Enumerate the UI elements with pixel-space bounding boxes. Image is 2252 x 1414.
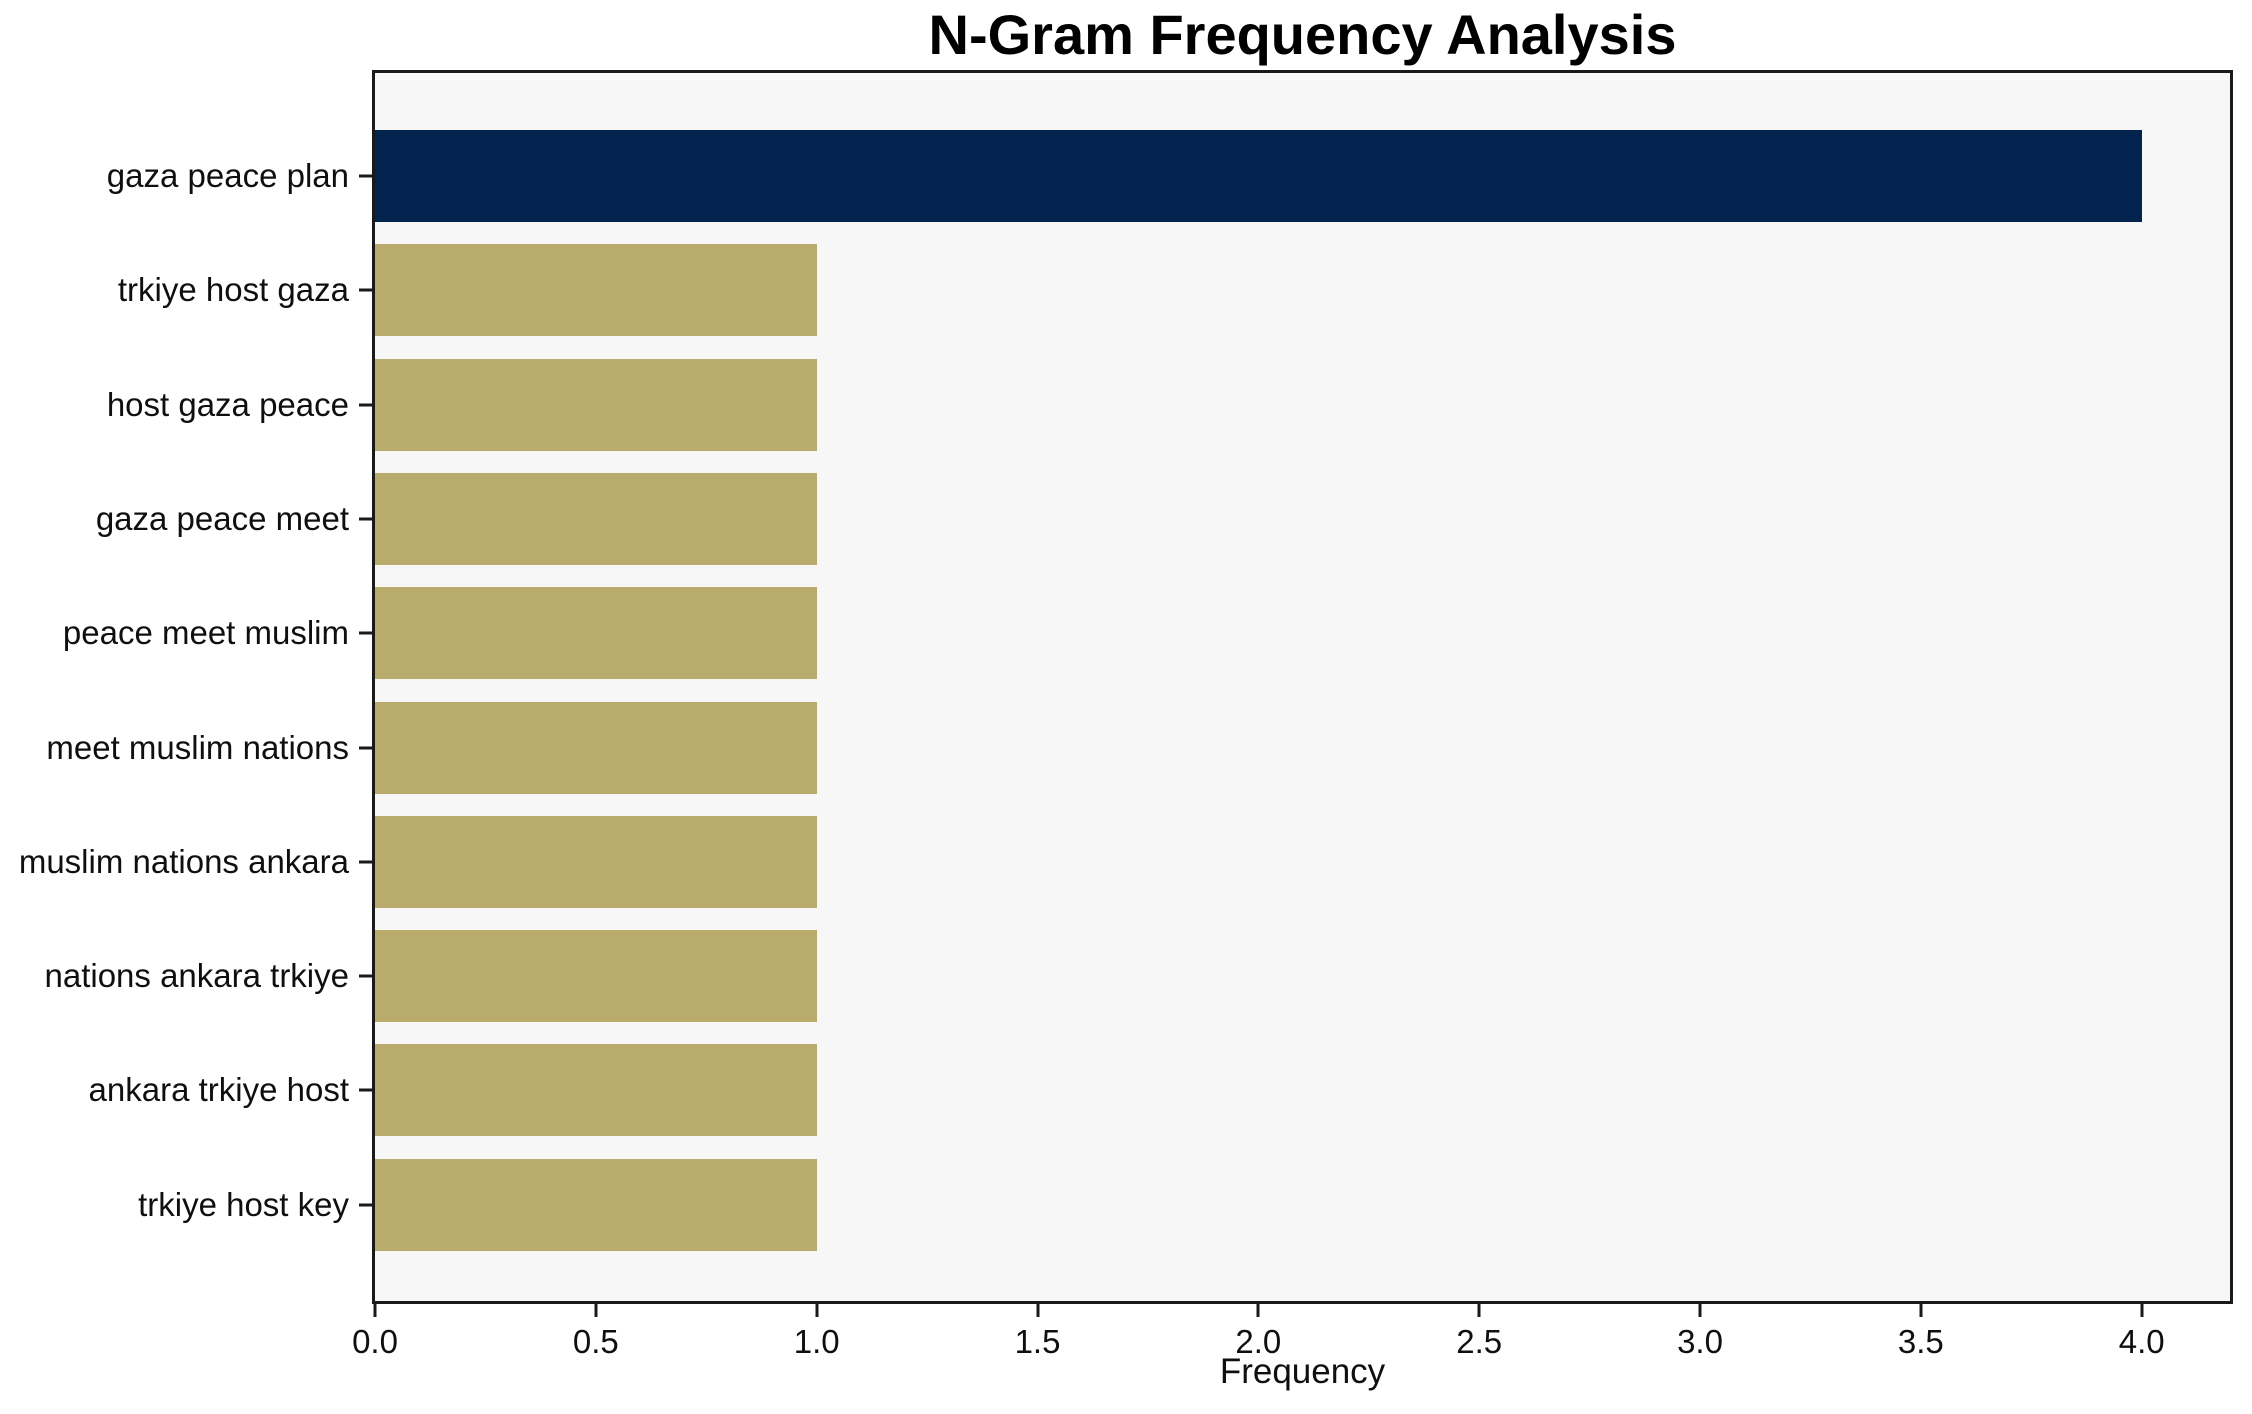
x-tick-label: 3.5 <box>1897 1323 1944 1360</box>
y-tick-mark <box>359 631 372 635</box>
x-tick-label: 1.5 <box>1014 1323 1061 1360</box>
y-tick-mark <box>359 974 372 978</box>
y-tick-mark <box>359 174 372 178</box>
y-tick-label: gaza peace meet <box>95 499 349 537</box>
x-tick-label: 4.0 <box>2118 1323 2165 1360</box>
x-tick-mark <box>373 1304 377 1317</box>
y-tick-label: host gaza peace <box>106 385 349 423</box>
bar-meet-muslim-nations <box>375 701 817 794</box>
bar-ankara-trkiye-host <box>375 1044 817 1137</box>
y-tick-label: muslim nations ankara <box>18 842 349 880</box>
x-tick-mark <box>1256 1304 1260 1317</box>
bar-gaza-peace-plan <box>375 130 2142 222</box>
plot-area: gaza peace plan trkiye host gaza host gaza… <box>19 70 2233 1360</box>
y-tick-mark <box>359 746 372 749</box>
y-tick-mark <box>359 860 372 864</box>
y-tick-mark <box>359 517 372 521</box>
x-tick-label: 0.0 <box>352 1323 398 1360</box>
bar-gaza-peace-meet <box>375 472 817 565</box>
y-tick-label: nations ankara trkiye <box>44 957 350 995</box>
bar-peace-meet-muslim <box>375 587 817 680</box>
x-tick-label: 0.5 <box>572 1323 619 1360</box>
x-tick-mark <box>815 1304 819 1317</box>
bar-host-gaza-peace <box>375 358 817 451</box>
bar-trkiye-host-key <box>375 1158 817 1251</box>
y-tick-label: ankara trkiye host <box>88 1071 349 1109</box>
x-tick-mark <box>1919 1304 1923 1317</box>
bar-nations-ankara-trkiye <box>375 930 817 1023</box>
bar-muslim-nations-ankara <box>375 815 817 908</box>
x-tick-mark <box>594 1304 598 1317</box>
y-tick-label: trkiye host gaza <box>117 271 349 309</box>
y-tick-label: peace meet muslim <box>62 614 349 652</box>
y-tick-mark <box>359 1088 372 1092</box>
y-tick-label: trkiye host key <box>138 1185 349 1223</box>
x-tick-mark <box>1477 1304 1481 1317</box>
x-axis-label: Frequency <box>1219 1352 1386 1391</box>
chart-title: N-Gram Frequency Analysis <box>928 3 1677 66</box>
x-tick-mark <box>1036 1304 1039 1317</box>
x-tick-mark <box>1698 1304 1702 1317</box>
y-tick-label: gaza peace plan <box>106 157 349 194</box>
x-tick-label: 2.5 <box>1456 1323 1503 1360</box>
bar-trkiye-host-gaza <box>375 244 817 337</box>
y-tick-mark <box>359 403 372 407</box>
x-tick-label: 2.0 <box>1235 1323 1282 1360</box>
y-tick-mark <box>359 1203 372 1207</box>
x-tick-label: 1.0 <box>793 1323 840 1360</box>
y-tick-mark <box>359 288 372 292</box>
y-tick-label: meet muslim nations <box>46 728 349 766</box>
x-tick-mark <box>2140 1304 2144 1317</box>
x-tick-label: 3.0 <box>1677 1323 1723 1360</box>
